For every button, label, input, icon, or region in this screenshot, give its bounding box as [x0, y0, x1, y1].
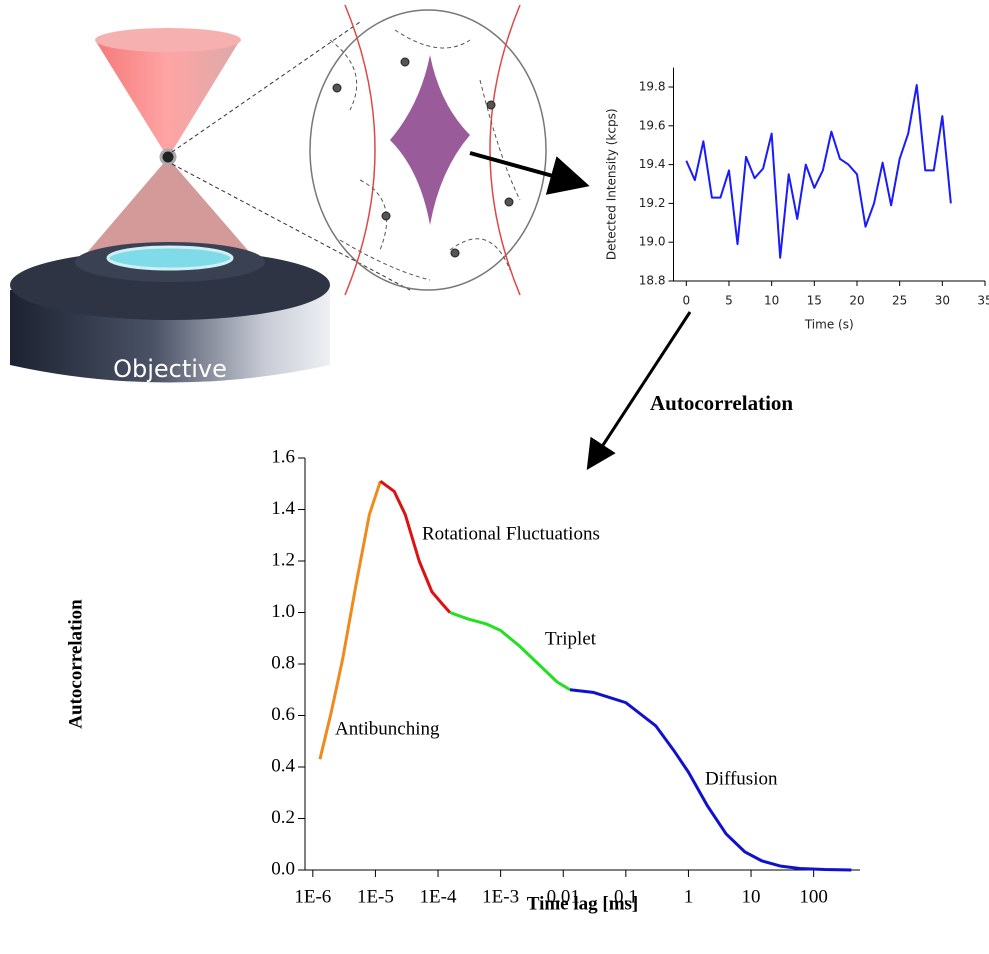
x-tick-label: 0.1	[614, 886, 638, 907]
series-label: Diffusion	[705, 768, 778, 789]
x-tick-label: 1	[684, 886, 694, 907]
y-tick-label: 19.6	[639, 118, 666, 132]
focus-particle	[159, 148, 177, 166]
x-tick-label: 10	[742, 886, 761, 907]
zoom-ellipse	[309, 9, 547, 291]
x-axis-title: Time (s)	[804, 318, 854, 332]
objective-label: Objective	[113, 355, 227, 383]
series-line	[685, 84, 952, 259]
x-tick-label: 35	[977, 294, 989, 308]
x-tick-label: 100	[799, 886, 828, 907]
y-tick-label: 0.2	[271, 807, 295, 828]
y-axis-title: Detected Intensity (kcps)	[605, 108, 619, 260]
y-tick-label: 1.6	[271, 446, 295, 467]
series-line	[379, 479, 452, 614]
zoom-line	[171, 21, 361, 153]
x-tick-label: 1E-6	[294, 886, 331, 907]
y-tick-label: 19.8	[639, 80, 666, 94]
x-tick-label: 1E-4	[420, 886, 457, 907]
x-axis-title: Time lag [ms]	[527, 893, 639, 914]
lower-cone	[85, 158, 252, 255]
y-tick-label: 19.4	[639, 157, 666, 171]
illustration: Objective	[0, 0, 590, 395]
arrow-label: Autocorrelation	[650, 391, 793, 415]
detection-volume	[390, 55, 470, 225]
y-tick-label: 0.6	[271, 704, 295, 725]
objective-lens	[106, 245, 234, 271]
x-tick-label: 0	[682, 294, 690, 308]
y-tick-label: 0.0	[271, 858, 295, 879]
zoom-line	[171, 163, 411, 291]
autocorrelation-chart: 0.0 0.2 0.4 0.6 0.8 1.0 1.2 1.4 1.6 1E-6 1E-5 1E-4 1…	[65, 446, 860, 914]
diffusion-path	[329, 29, 521, 281]
y-tick-label: 0.4	[271, 755, 295, 776]
series-line	[569, 688, 852, 872]
y-tick-label: 19.0	[639, 235, 666, 249]
x-tick-label: 25	[892, 294, 907, 308]
focal-boundary	[344, 4, 376, 296]
x-tick-label: 5	[725, 294, 733, 308]
y-tick-label: 0.8	[271, 652, 295, 673]
arrow	[469, 151, 590, 195]
x-tick-label: 1E-5	[357, 886, 394, 907]
x-tick-label: 10	[764, 294, 779, 308]
x-tick-label: 30	[935, 294, 950, 308]
cone-top	[95, 28, 241, 52]
y-tick-label: 18.8	[639, 274, 666, 288]
x-tick-label: 20	[849, 294, 864, 308]
series-line	[318, 480, 382, 760]
upper-cone	[95, 40, 240, 158]
x-tick-label: 15	[807, 294, 822, 308]
molecules	[332, 57, 514, 258]
y-tick-label: 1.4	[271, 498, 295, 519]
y-tick-label: 1.2	[271, 549, 295, 570]
series-label: Triplet	[545, 628, 597, 649]
y-tick-label: 1.0	[271, 601, 295, 622]
arrow	[586, 311, 692, 471]
series-label: Rotational Fluctuations	[422, 523, 600, 544]
series-line	[449, 611, 571, 692]
y-axis-title: Autocorrelation	[65, 599, 86, 729]
focal-boundary	[489, 4, 521, 296]
x-tick-label: 0.01	[547, 886, 580, 907]
series-label: Antibunching	[335, 718, 440, 739]
y-tick-label: 19.2	[639, 196, 666, 210]
x-tick-label: 1E-3	[482, 886, 519, 907]
intensity-chart: 18.8 19.0 19.2 19.4 19.6 19.8 0 5 10 15 20 25 30 35 De…	[605, 67, 989, 332]
